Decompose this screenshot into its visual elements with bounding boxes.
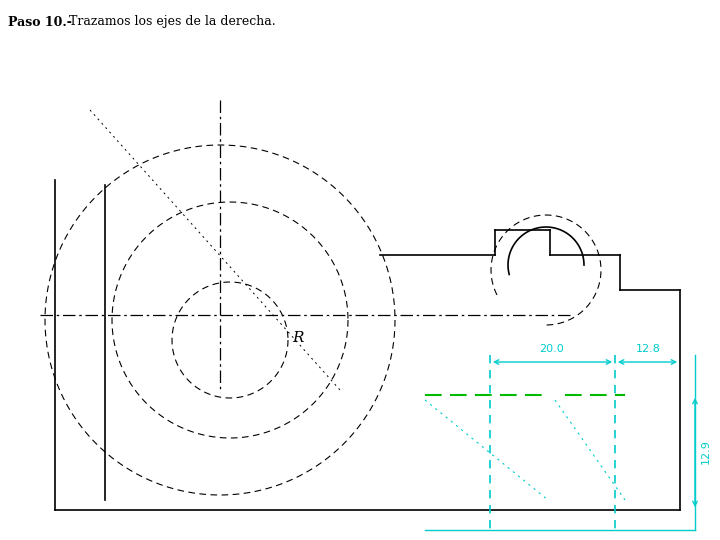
Text: Trazamos los ejes de la derecha.: Trazamos los ejes de la derecha. [65, 16, 276, 29]
Text: 20.0: 20.0 [539, 344, 564, 354]
Text: 12.8: 12.8 [636, 344, 660, 354]
Text: 12.9: 12.9 [701, 440, 711, 464]
Text: R: R [292, 331, 304, 345]
Text: Paso 10.-: Paso 10.- [8, 16, 72, 29]
